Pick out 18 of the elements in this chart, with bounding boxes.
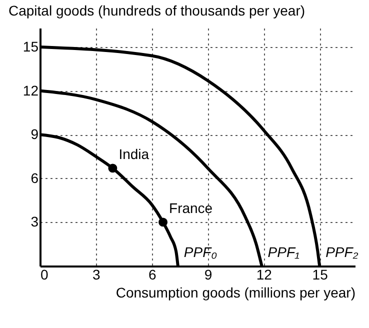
x-tick-label: 9 (204, 266, 212, 282)
y-tick-label: 9 (30, 126, 39, 142)
y-tick-label: 15 (22, 38, 39, 54)
x-tick-label: 0 (40, 266, 48, 282)
x-tick-label: 3 (92, 266, 101, 282)
series-label: PPF₂ (326, 244, 359, 260)
y-tick-label: 6 (30, 170, 39, 186)
annotation: India (118, 146, 150, 162)
x-tick-label: 12 (256, 266, 272, 282)
series-label: PPF₁ (268, 244, 300, 260)
y-tick-label: 12 (22, 82, 39, 98)
y-tick-label: 3 (30, 214, 39, 230)
annotation: France (169, 200, 213, 216)
x-axis-title: Consumption goods (millions per year) (116, 284, 356, 300)
series-label: PPF₀ (184, 244, 218, 260)
x-tick-label: 15 (312, 266, 328, 282)
x-tick-label: 6 (148, 266, 156, 282)
y-axis-title: Capital goods (hundreds of thousands per year) (8, 2, 306, 18)
